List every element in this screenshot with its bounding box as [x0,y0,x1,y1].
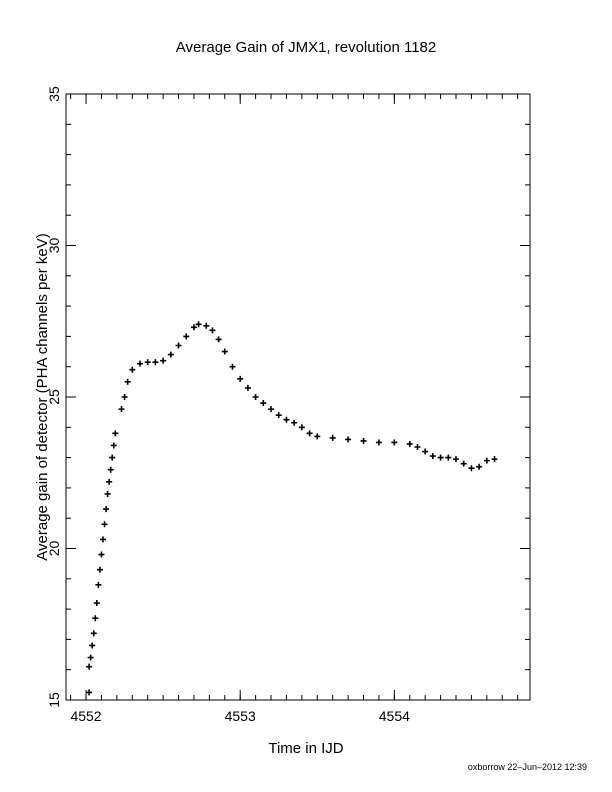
data-point [209,327,216,334]
y-tick-label: 25 [46,389,62,405]
data-point [491,456,498,463]
data-point [152,359,159,366]
data-point [96,566,103,573]
data-point [103,506,110,513]
data-point [445,454,452,461]
data-point [291,419,298,426]
data-point [422,448,429,455]
data-point [360,437,367,444]
data-point [121,394,128,400]
data-point [468,465,475,472]
data-point [92,615,99,622]
y-axis-label: Average gain of detector (PHA channels p… [34,233,51,560]
data-point [345,436,352,443]
data-point [98,551,105,558]
data-point [237,375,244,382]
data-point [101,521,108,528]
x-tick-label: 4552 [70,708,101,724]
data-point [375,439,382,446]
data-point [275,412,282,419]
data-point [437,454,444,461]
axis-ticks [66,93,530,701]
data-point [106,478,113,485]
data-point [460,460,467,467]
data-point [89,642,96,649]
data-point [203,322,210,329]
data-point [298,424,305,431]
data-point [90,630,97,637]
data-point [215,336,222,343]
y-tick-label: 35 [46,86,62,102]
data-point [268,406,275,413]
data-point [190,324,197,331]
x-axis-label: Time in IJD [268,740,343,757]
data-point [112,430,119,437]
data-point [175,342,182,349]
data-point [129,366,136,373]
y-tick-label: 15 [46,692,62,708]
data-point [99,536,106,543]
y-tick-label: 20 [46,541,62,557]
data-point [453,456,460,463]
data-point [483,457,490,464]
data-point [429,453,436,460]
data-point [183,333,190,340]
data-point [86,689,93,696]
data-point [86,663,93,670]
data-point [104,490,111,497]
data-point [160,357,167,364]
x-tick-label: 4553 [225,708,256,724]
plot-frame [65,93,531,701]
data-point [260,400,267,407]
data-point [391,439,398,446]
data-point [136,360,143,367]
footer-credit: oxborrow 22–Jun–2012 12:39 [468,762,587,772]
data-point [107,466,114,473]
data-point [167,351,174,358]
data-point [124,378,131,385]
data-point [118,406,125,413]
data-point [221,348,228,355]
data-point [109,454,116,461]
data-point [229,363,236,370]
data-point [314,433,321,440]
data-point [406,440,413,447]
data-point [283,416,290,423]
x-tick-label: 4554 [379,708,410,724]
chart-title: Average Gain of JMX1, revolution 1182 [176,39,436,56]
y-tick-label: 30 [46,238,62,254]
data-point [144,359,151,366]
data-point [87,654,94,661]
data-point [476,463,483,470]
data-point [306,430,313,437]
data-point [95,581,102,588]
data-point [195,321,202,328]
data-points [86,321,498,696]
data-point [110,442,117,449]
data-point [244,384,251,391]
axis-tick-labels: 4552 4553 4554 15 20 25 30 35 [46,86,410,724]
data-point [329,434,336,441]
data-point [414,443,421,450]
data-point [252,394,259,400]
data-point [93,600,100,607]
